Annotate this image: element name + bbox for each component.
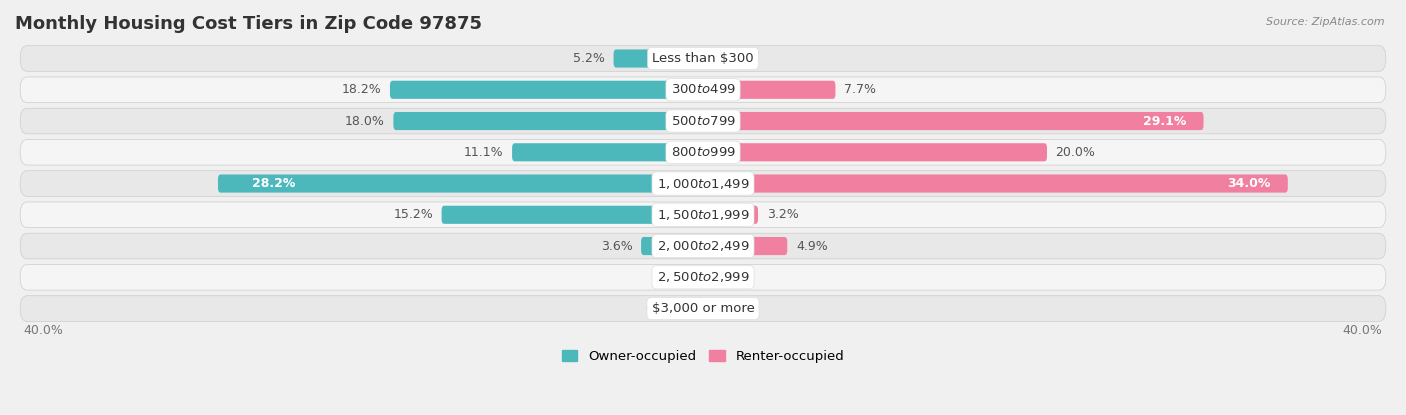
FancyBboxPatch shape xyxy=(20,139,1386,165)
Text: $300 to $499: $300 to $499 xyxy=(671,83,735,96)
FancyBboxPatch shape xyxy=(20,233,1386,259)
Text: $1,000 to $1,499: $1,000 to $1,499 xyxy=(657,176,749,190)
Legend: Owner-occupied, Renter-occupied: Owner-occupied, Renter-occupied xyxy=(557,344,849,368)
FancyBboxPatch shape xyxy=(20,296,1386,321)
FancyBboxPatch shape xyxy=(218,174,703,193)
Text: 7.7%: 7.7% xyxy=(844,83,876,96)
FancyBboxPatch shape xyxy=(693,300,703,317)
Text: $3,000 or more: $3,000 or more xyxy=(651,302,755,315)
Text: $500 to $799: $500 to $799 xyxy=(671,115,735,127)
Text: 15.2%: 15.2% xyxy=(394,208,433,221)
Text: 0.0%: 0.0% xyxy=(711,302,744,315)
FancyBboxPatch shape xyxy=(394,112,703,130)
Text: 0.0%: 0.0% xyxy=(662,271,695,284)
Text: 5.2%: 5.2% xyxy=(574,52,605,65)
Text: 3.2%: 3.2% xyxy=(766,208,799,221)
Text: 18.0%: 18.0% xyxy=(344,115,385,127)
Text: 11.1%: 11.1% xyxy=(464,146,503,159)
FancyBboxPatch shape xyxy=(512,143,703,161)
FancyBboxPatch shape xyxy=(703,143,1047,161)
Text: 40.0%: 40.0% xyxy=(1343,324,1382,337)
FancyBboxPatch shape xyxy=(703,206,758,224)
Text: Monthly Housing Cost Tiers in Zip Code 97875: Monthly Housing Cost Tiers in Zip Code 9… xyxy=(15,15,482,33)
FancyBboxPatch shape xyxy=(20,202,1386,227)
Text: 0.0%: 0.0% xyxy=(711,271,744,284)
Text: $2,000 to $2,499: $2,000 to $2,499 xyxy=(657,239,749,253)
Text: 18.2%: 18.2% xyxy=(342,83,381,96)
FancyBboxPatch shape xyxy=(441,206,703,224)
Text: 20.0%: 20.0% xyxy=(1056,146,1095,159)
Text: 0.54%: 0.54% xyxy=(645,302,685,315)
Text: $2,500 to $2,999: $2,500 to $2,999 xyxy=(657,270,749,284)
FancyBboxPatch shape xyxy=(703,174,1288,193)
Text: 0.0%: 0.0% xyxy=(711,52,744,65)
FancyBboxPatch shape xyxy=(20,46,1386,71)
Text: Source: ZipAtlas.com: Source: ZipAtlas.com xyxy=(1267,17,1385,27)
FancyBboxPatch shape xyxy=(20,77,1386,103)
Text: 4.9%: 4.9% xyxy=(796,239,828,253)
Text: $1,500 to $1,999: $1,500 to $1,999 xyxy=(657,208,749,222)
FancyBboxPatch shape xyxy=(20,108,1386,134)
FancyBboxPatch shape xyxy=(20,264,1386,290)
Text: 28.2%: 28.2% xyxy=(252,177,295,190)
Text: Less than $300: Less than $300 xyxy=(652,52,754,65)
FancyBboxPatch shape xyxy=(389,81,703,99)
Text: 40.0%: 40.0% xyxy=(24,324,63,337)
FancyBboxPatch shape xyxy=(641,237,703,255)
Text: 34.0%: 34.0% xyxy=(1227,177,1271,190)
Text: $800 to $999: $800 to $999 xyxy=(671,146,735,159)
FancyBboxPatch shape xyxy=(613,49,703,68)
FancyBboxPatch shape xyxy=(703,81,835,99)
Text: 29.1%: 29.1% xyxy=(1143,115,1187,127)
FancyBboxPatch shape xyxy=(703,237,787,255)
FancyBboxPatch shape xyxy=(703,112,1204,130)
FancyBboxPatch shape xyxy=(20,171,1386,196)
Text: 3.6%: 3.6% xyxy=(600,239,633,253)
